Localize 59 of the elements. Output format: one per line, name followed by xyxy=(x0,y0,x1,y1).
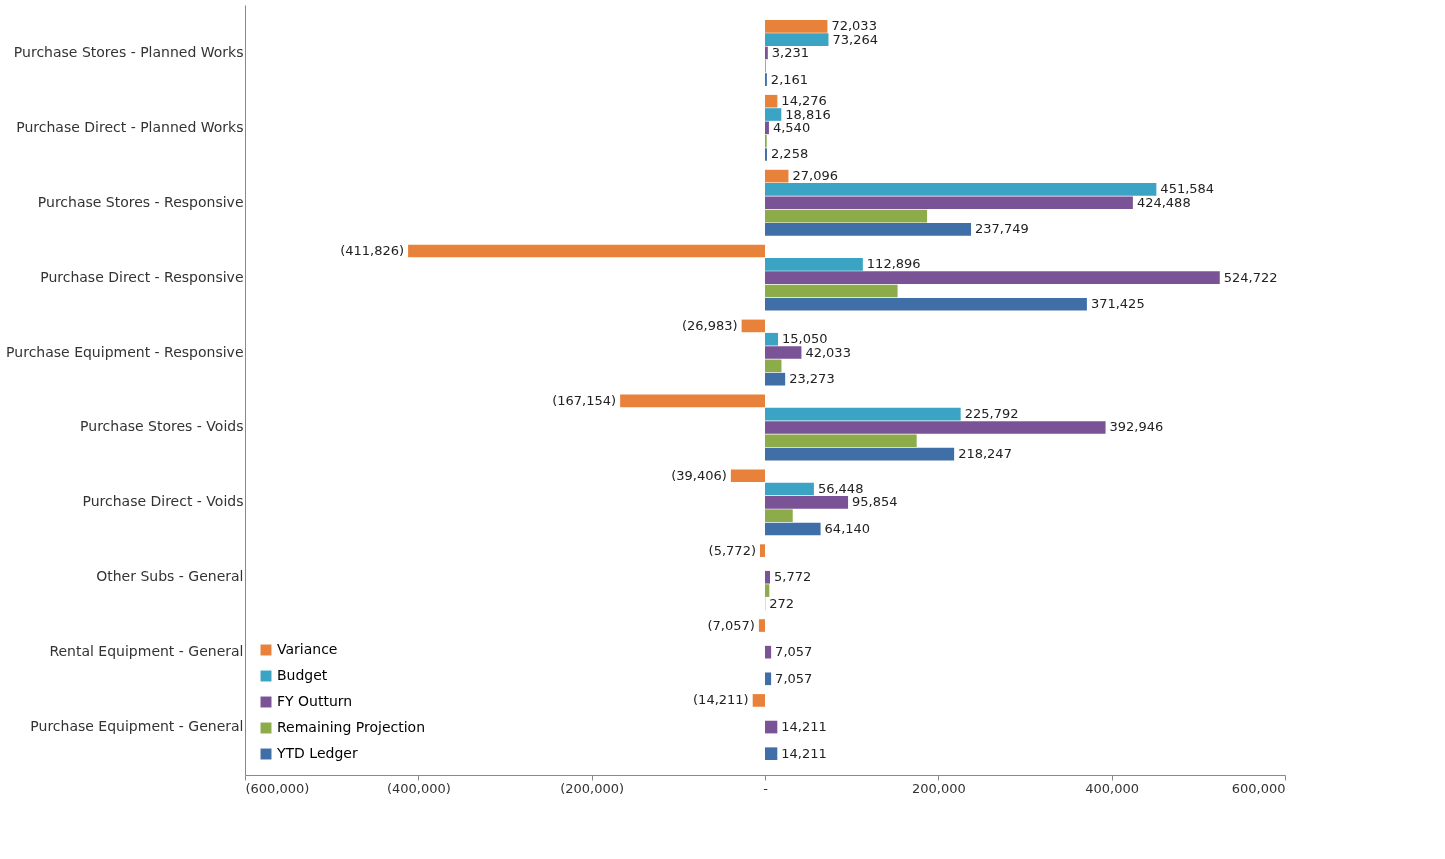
legend-label: Budget xyxy=(277,667,328,683)
data-label: 3,231 xyxy=(771,44,810,60)
data-label: 392,946 xyxy=(1109,419,1164,435)
y-tick-label: Purchase Equipment - Responsive xyxy=(6,343,244,360)
data-label: 272 xyxy=(769,595,795,611)
data-label: (5,772) xyxy=(708,542,756,558)
data-label: 424,488 xyxy=(1136,194,1191,210)
data-label: 64,140 xyxy=(824,520,871,536)
x-tick-label: 200,000 xyxy=(911,780,966,796)
data-label: 2,258 xyxy=(770,146,809,162)
legend-label: Variance xyxy=(277,641,338,657)
data-label: 27,096 xyxy=(792,168,838,184)
data-label: 7,057 xyxy=(775,644,813,660)
data-label: 14,211 xyxy=(781,719,827,735)
data-label: 18,816 xyxy=(785,106,831,122)
data-label: 218,247 xyxy=(958,446,1012,462)
data-label: 95,854 xyxy=(852,494,898,510)
data-label: 42,033 xyxy=(805,344,851,360)
y-tick-label: Purchase Stores - Planned Works xyxy=(13,43,244,60)
data-label: 14,276 xyxy=(781,93,827,109)
data-label: 7,057 xyxy=(775,670,813,686)
y-tick-label: Other Subs - General xyxy=(96,568,244,585)
x-tick-label: 600,000 xyxy=(1231,780,1286,796)
y-tick-label: Purchase Direct - Responsive xyxy=(40,268,244,285)
data-label: 4,540 xyxy=(772,119,811,135)
data-label: 23,273 xyxy=(789,371,835,387)
data-label: 56,448 xyxy=(817,481,864,497)
data-label: (39,406) xyxy=(671,467,727,483)
data-label: (411,826) xyxy=(340,243,405,259)
x-tick-label: - xyxy=(763,780,769,796)
data-label: 237,749 xyxy=(975,221,1029,237)
x-tick-label: 400,000 xyxy=(1085,780,1140,796)
y-tick-label: Purchase Stores - Responsive xyxy=(37,193,244,210)
data-label: 225,792 xyxy=(964,406,1019,422)
legend-label: FY Outturn xyxy=(277,693,353,709)
data-label: 371,425 xyxy=(1090,296,1145,312)
data-label: 524,722 xyxy=(1223,269,1278,285)
y-tick-label: Purchase Equipment - General xyxy=(30,718,244,735)
legend-label: Remaining Projection xyxy=(277,719,426,735)
y-tick-label: Rental Equipment - General xyxy=(49,643,244,660)
x-tick-label: (400,000) xyxy=(386,780,451,796)
data-label: (7,057) xyxy=(707,617,755,633)
legend-label: YTD Ledger xyxy=(276,745,358,761)
y-tick-label: Purchase Direct - Planned Works xyxy=(16,118,244,135)
data-label: 15,050 xyxy=(782,331,828,347)
data-label: 451,584 xyxy=(1160,181,1215,197)
x-tick-label: (200,000) xyxy=(560,780,625,796)
data-label: (167,154) xyxy=(552,392,617,408)
data-label: (14,211) xyxy=(693,692,749,708)
y-tick-label: Purchase Direct - Voids xyxy=(82,493,244,510)
data-label: (26,983) xyxy=(681,317,738,333)
data-label: 5,772 xyxy=(774,569,812,585)
data-label: 72,033 xyxy=(831,18,877,34)
data-label: 2,161 xyxy=(770,71,809,87)
data-label: 14,211 xyxy=(781,745,827,761)
data-label: 112,896 xyxy=(866,256,921,272)
x-tick-label: (600,000) xyxy=(245,780,310,796)
data-label: 73,264 xyxy=(832,31,878,47)
y-tick-label: Purchase Stores - Voids xyxy=(80,418,244,435)
